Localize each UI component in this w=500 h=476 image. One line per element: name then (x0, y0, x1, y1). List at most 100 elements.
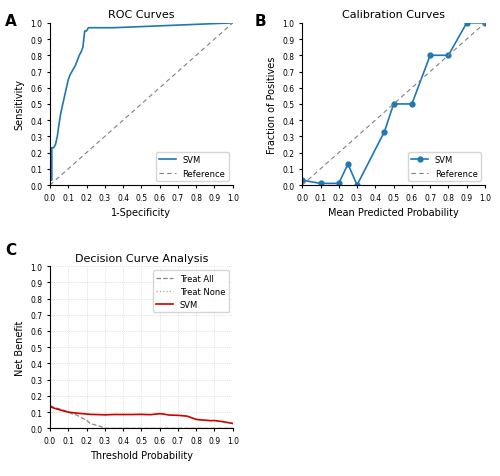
SVM (69, 410, 75, 416)
Treat None (148, 426, 154, 431)
SVM (69, 69, 75, 75)
SVM (92, 412, 98, 417)
Y-axis label: Sensitivity: Sensitivity (14, 79, 24, 130)
Line: SVM: SVM (50, 407, 233, 424)
SVM (446, 53, 452, 59)
Treat None (66, 426, 71, 431)
SVM (111, 412, 117, 417)
SVM (47, 183, 53, 188)
Line: SVM: SVM (300, 21, 488, 188)
SVM (50, 406, 56, 411)
SVM (54, 134, 60, 140)
SVM (197, 417, 203, 423)
SVM (62, 94, 68, 99)
X-axis label: Threshold Probability: Threshold Probability (90, 451, 193, 460)
Title: ROC Curves: ROC Curves (108, 10, 174, 20)
SVM (62, 408, 68, 414)
Treat None (193, 426, 199, 431)
SVM (52, 142, 59, 148)
Treat None (47, 426, 53, 431)
SVM (202, 417, 208, 423)
SVM (47, 178, 53, 184)
SVM (67, 73, 73, 79)
Title: Decision Curve Analysis: Decision Curve Analysis (74, 253, 208, 263)
Legend: SVM, Reference: SVM, Reference (408, 153, 481, 181)
SVM (66, 409, 71, 415)
Treat None (184, 426, 190, 431)
SVM (47, 404, 53, 409)
SVM (98, 412, 104, 417)
Text: A: A (5, 14, 17, 29)
SVM (56, 121, 62, 127)
SVM (56, 407, 62, 413)
SVM (102, 412, 108, 418)
SVM (166, 412, 172, 418)
Treat None (120, 426, 126, 431)
Treat All (84, 417, 89, 423)
Title: Calibration Curves: Calibration Curves (342, 10, 445, 20)
Treat All (138, 426, 144, 431)
Treat None (56, 426, 62, 431)
Treat All (56, 406, 62, 412)
SVM (111, 26, 117, 31)
X-axis label: 1-Specificity: 1-Specificity (112, 208, 172, 218)
SVM (76, 53, 82, 59)
Treat All (92, 422, 98, 428)
Treat None (202, 426, 208, 431)
Treat None (220, 426, 226, 431)
Treat None (50, 426, 56, 431)
Line: Treat All: Treat All (50, 406, 233, 428)
SVM (220, 419, 226, 425)
SVM (427, 53, 433, 59)
Treat None (166, 426, 172, 431)
SVM (71, 66, 77, 72)
SVM (175, 413, 181, 418)
Treat All (193, 426, 199, 431)
Treat All (50, 405, 56, 410)
Treat All (230, 426, 236, 431)
Line: SVM: SVM (50, 24, 233, 186)
Treat All (120, 426, 126, 431)
Treat None (212, 426, 218, 431)
Treat All (66, 409, 71, 415)
X-axis label: Mean Predicted Probability: Mean Predicted Probability (328, 208, 459, 218)
SVM (138, 412, 144, 417)
Legend: SVM, Reference: SVM, Reference (156, 153, 228, 181)
SVM (72, 63, 78, 69)
SVM (49, 146, 55, 151)
SVM (84, 411, 89, 417)
Treat None (102, 426, 108, 431)
Treat All (87, 421, 93, 426)
SVM (49, 178, 55, 184)
Treat All (47, 403, 53, 408)
Treat None (208, 426, 214, 431)
SVM (299, 178, 305, 184)
SVM (74, 410, 80, 416)
Treat All (208, 426, 214, 431)
SVM (230, 21, 236, 27)
Treat None (87, 426, 93, 431)
SVM (409, 102, 415, 108)
Treat All (184, 426, 190, 431)
SVM (193, 416, 199, 422)
Treat All (74, 413, 80, 418)
Treat All (62, 408, 68, 414)
SVM (482, 21, 488, 27)
SVM (82, 29, 87, 35)
Text: C: C (5, 243, 16, 258)
SVM (208, 418, 214, 424)
SVM (80, 411, 86, 416)
Treat All (148, 426, 154, 431)
Treat None (92, 426, 98, 431)
SVM (336, 181, 342, 187)
SVM (84, 29, 89, 35)
Treat All (212, 426, 218, 431)
SVM (86, 26, 91, 31)
SVM (60, 102, 66, 108)
SVM (160, 411, 166, 417)
Treat None (84, 426, 89, 431)
Treat All (175, 426, 181, 431)
SVM (80, 45, 86, 51)
Treat All (197, 426, 203, 431)
Treat All (202, 426, 208, 431)
